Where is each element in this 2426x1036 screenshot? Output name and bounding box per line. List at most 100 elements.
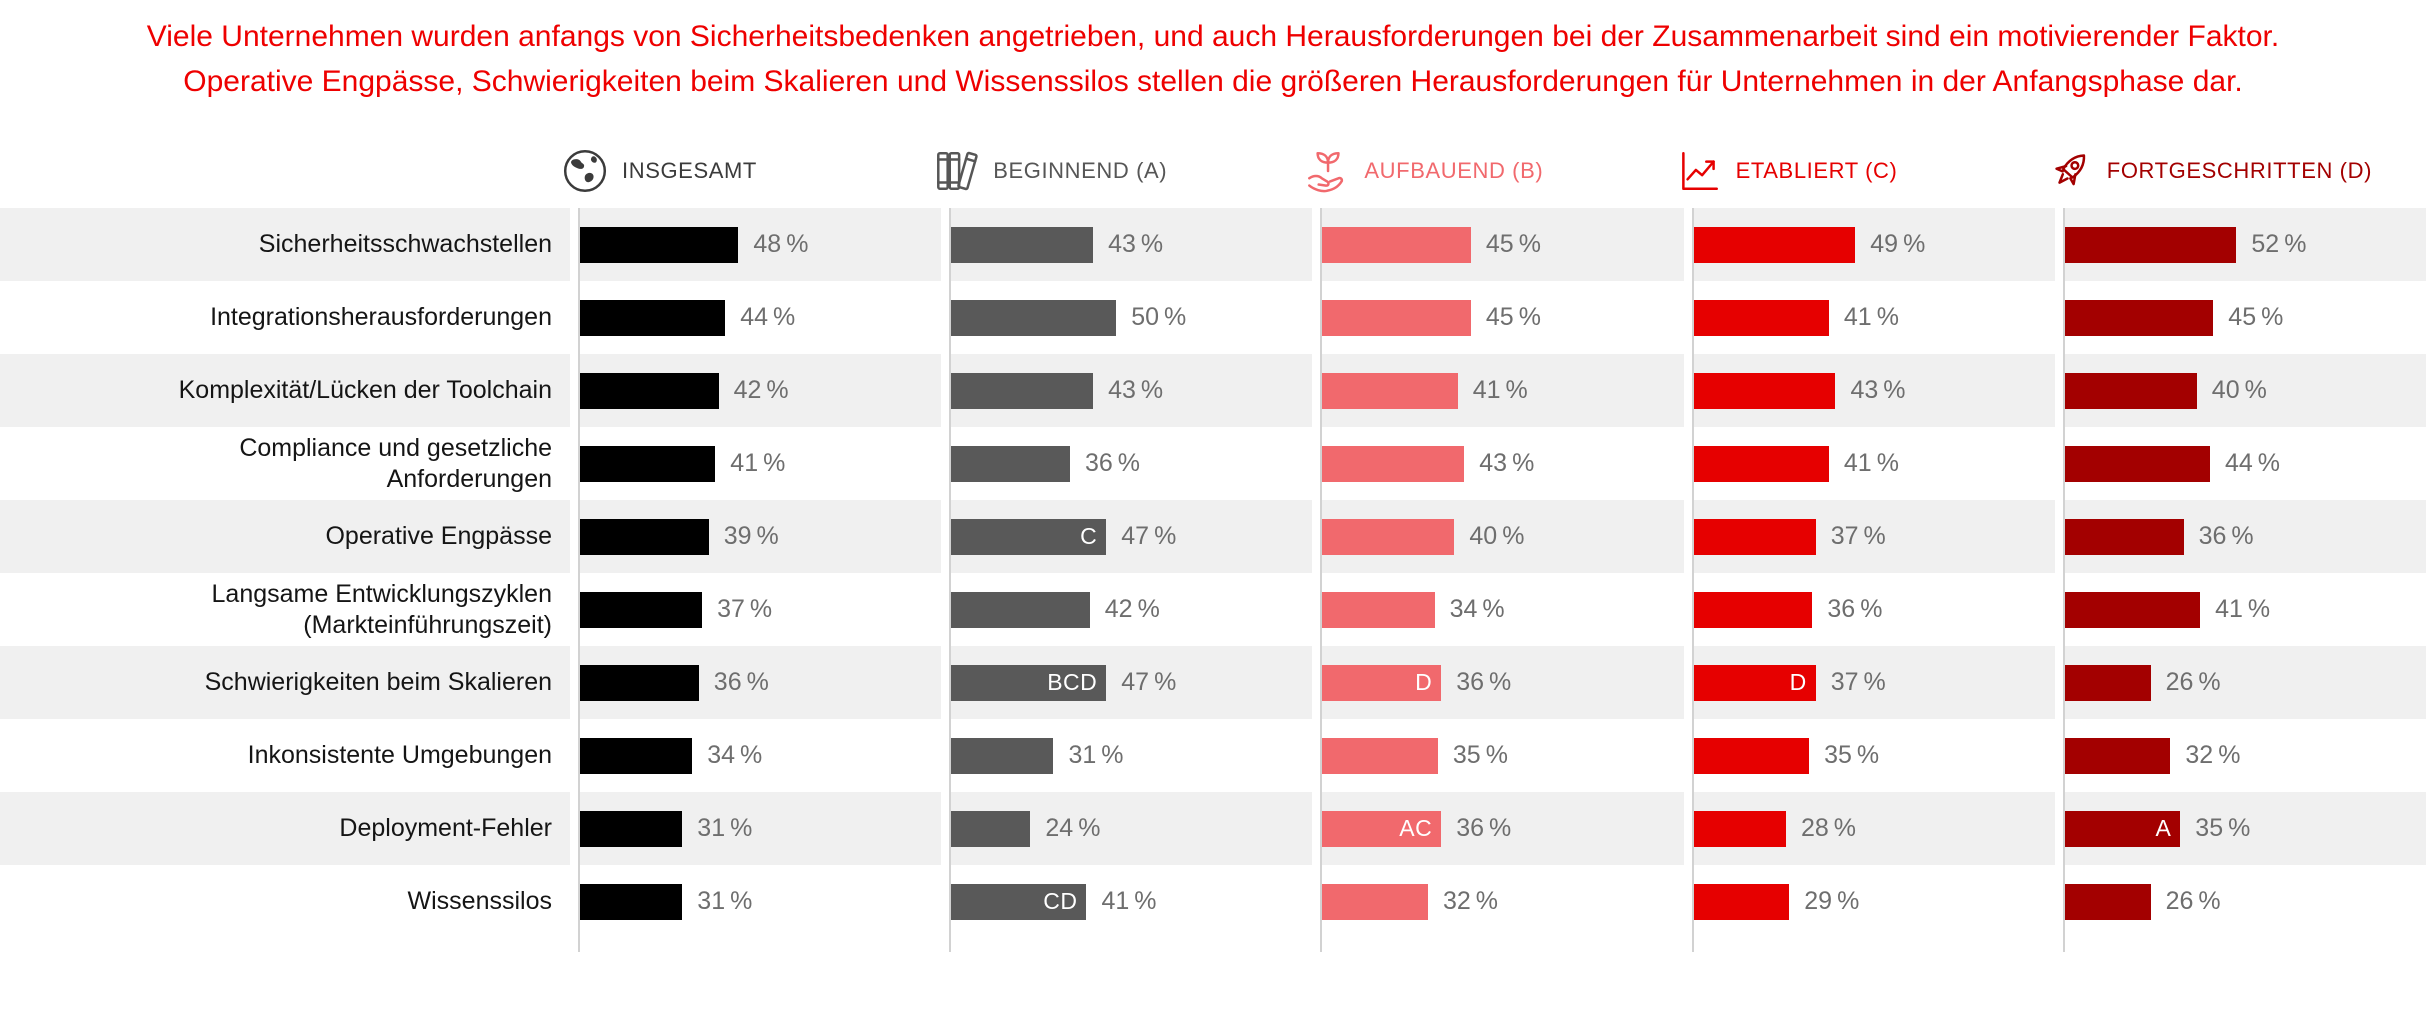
significance-label: D [1415,669,1433,695]
bar-segment [2064,299,2214,336]
value-label: 47 % [1121,668,1177,696]
bar-segment [580,299,726,336]
bar-cell: 40 % [2062,354,2426,427]
bar-cell: 43 % [949,208,1313,281]
bar-segment [580,372,719,409]
table-row: Inkonsistente Umgebungen 34 % 31 % 35 % 35 %… [0,719,2426,792]
bar-cell: 24 % [949,792,1313,865]
chart-title: Viele Unternehmen wurden anfangs von Sic… [146,20,2280,98]
bar-segment [951,299,1117,336]
bar-cell: 31 % [949,719,1312,792]
bar-cell: 45 % [1320,281,1683,354]
bar-cell: 43 % [1691,354,2055,427]
bar-cell: 35 % [1691,719,2055,792]
column-header-insgesamt: INSGESAMT [560,146,931,196]
category-label: Wissenssilos [407,887,552,916]
value-label: 49 % [1870,230,1926,258]
bar-cell: D 37 % [1691,646,2055,719]
bar-segment: C [951,518,1107,555]
bar-cell: 43 % [1320,427,1683,500]
value-label: 50 % [1131,303,1187,331]
value-label: 34 % [1449,595,1505,623]
value-label: 41 % [1843,449,1899,477]
bar-cell: BCD 47 % [949,646,1313,719]
value-label: 40 % [2211,376,2267,404]
bar-segment [2064,664,2151,701]
value-label: 36 % [1456,814,1512,842]
value-label: 45 % [1485,303,1541,331]
bar-segment: D [1322,664,1442,701]
value-label: 40 % [1469,522,1525,550]
bar-segment [2064,591,2201,628]
bar-cell: 31 % [578,865,941,938]
bar-segment [2064,737,2171,774]
bar-segment [1693,226,1856,263]
column-header-label: FORTGESCHRITTEN (D) [2106,158,2373,183]
table-row: Integrationsherausforderungen 44 % 50 % 45 … [0,281,2426,354]
bar-segment [580,226,739,263]
bar-segment [2064,372,2197,409]
table-row: Operative Engpässe 39 % C 47 % 40 % 37 % 36 % [0,500,2426,573]
bar-segment [1322,372,1458,409]
bar-segment [1322,445,1465,482]
value-label: 34 % [707,741,763,769]
bar-cell: 26 % [2062,646,2426,719]
chart-header-row: INSGESAMT BEGINNEND (A) [0,134,2426,208]
category-label: Operative Engpässe [0,500,570,573]
bar-segment [580,883,683,920]
bar-chart: Viele Unternehmen wurden anfangs von Sic… [0,14,2426,952]
globe-icon [560,146,610,196]
bar-cell: 48 % [578,208,942,281]
bar-segment: AC [1322,810,1442,847]
bar-cell: 37 % [578,573,941,646]
bar-segment [1322,883,1428,920]
bar-cell: 28 % [1691,792,2055,865]
seedling-hand-icon [1302,146,1352,196]
bar-cell: 36 % [2062,500,2426,573]
value-label: 41 % [1843,303,1899,331]
bar-cell: 35 % [1320,719,1683,792]
bar-cell: 40 % [1320,500,1684,573]
bar-segment [1693,810,1786,847]
category-label: Schwierigkeiten beim Skalieren [0,646,570,719]
column-header-label: AUFBAUEND (B) [1364,158,1544,183]
table-row: Wissenssilos 31 % CD 41 % 32 % 29 % 26 % [0,865,2426,938]
bar-segment [1322,299,1471,336]
significance-label: BCD [1047,669,1098,695]
bar-cell: A 35 % [2062,792,2426,865]
table-row: Langsame Entwicklungszyklen (Markteinfüh… [0,573,2426,646]
significance-label: D [1789,669,1807,695]
value-label: 37 % [1830,668,1886,696]
column-header-label: BEGINNEND (A) [993,158,1168,183]
column-header-label: INSGESAMT [622,158,757,183]
significance-label: AC [1399,815,1433,841]
value-label: 32 % [2185,741,2241,769]
value-label: 48 % [753,230,809,258]
value-label: 36 % [2198,522,2254,550]
bar-cell: 41 % [578,427,941,500]
value-label: 43 % [1850,376,1906,404]
bar-segment [1693,518,1816,555]
stub-spacer [0,938,570,952]
value-label: 39 % [723,522,779,550]
bar-segment [1693,883,1790,920]
bar-cell: 37 % [1691,500,2055,573]
value-label: 31 % [697,814,753,842]
bar-cell: 49 % [1691,208,2055,281]
books-icon [931,146,981,196]
value-label: 36 % [1827,595,1883,623]
bar-cell: 41 % [1320,354,1684,427]
bar-cell: 39 % [578,500,942,573]
significance-label: A [2155,815,2172,841]
bar-segment: A [2064,810,2181,847]
bar-segment [580,737,693,774]
bar-segment [951,445,1070,482]
value-label: 43 % [1108,376,1164,404]
bar-segment [580,591,703,628]
value-label: 41 % [2215,595,2271,623]
bar-cell: 29 % [1691,865,2055,938]
value-label: 41 % [1472,376,1528,404]
value-label: 43 % [1108,230,1164,258]
bar-cell: 31 % [578,792,942,865]
value-label: 31 % [697,887,753,915]
